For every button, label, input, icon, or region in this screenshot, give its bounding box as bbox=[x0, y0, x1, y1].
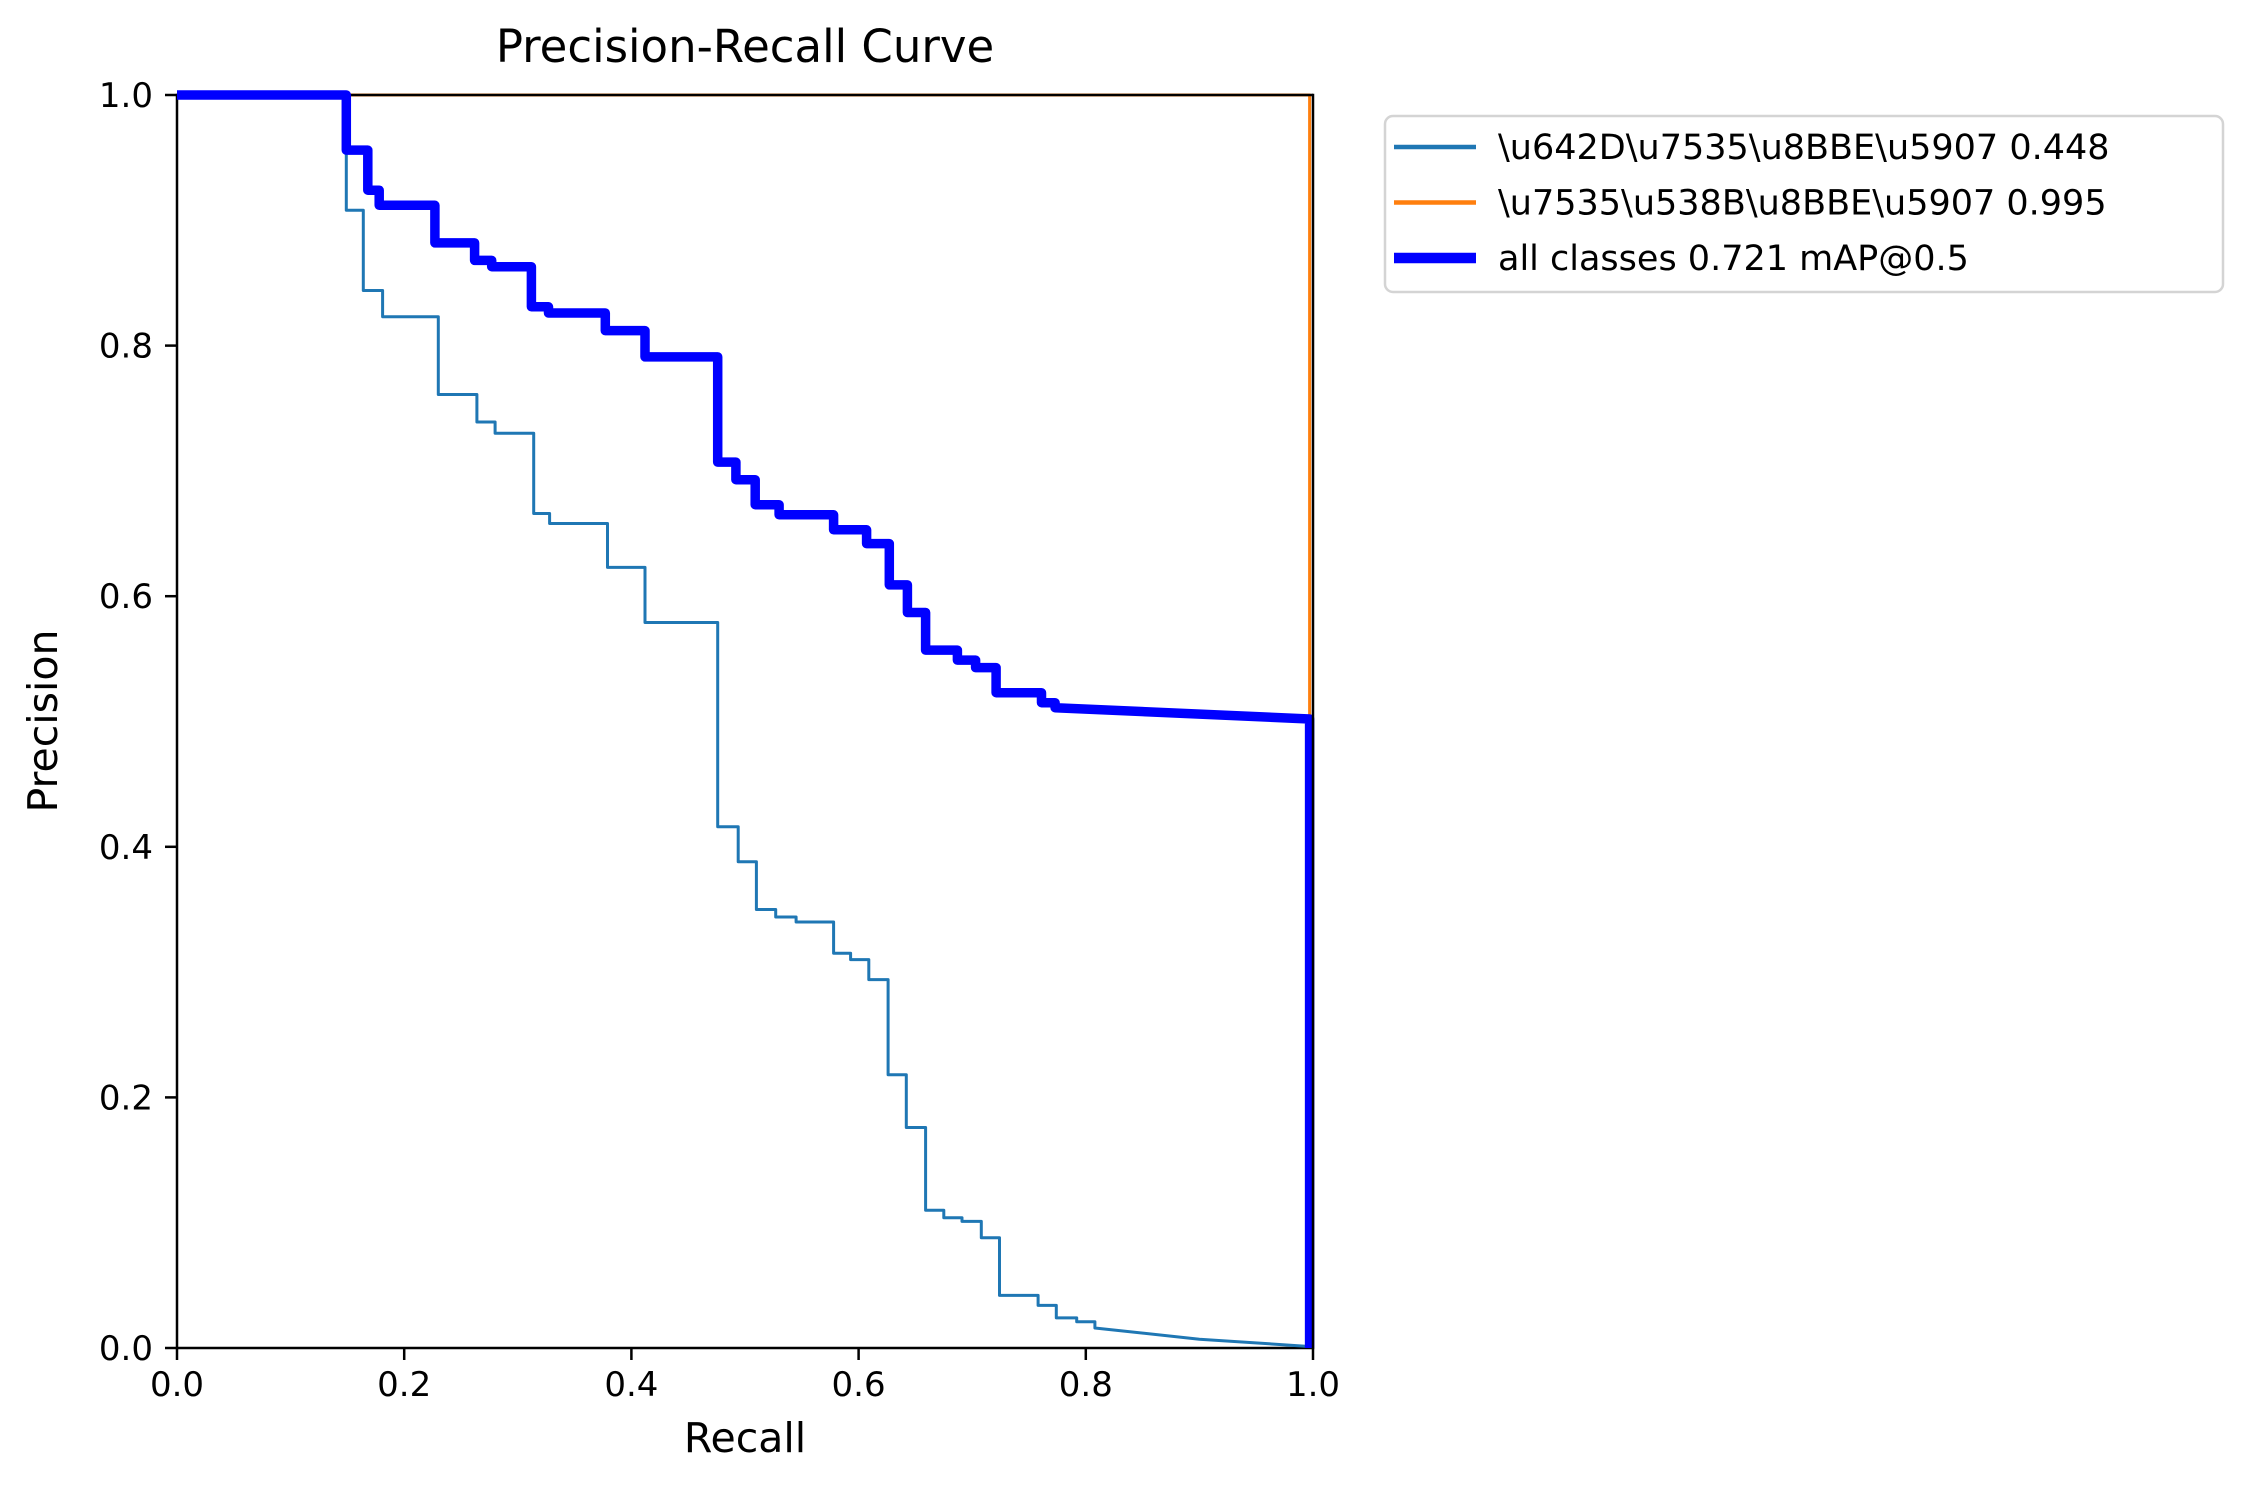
y-tick-label: 1.0 bbox=[99, 76, 153, 116]
legend-box bbox=[1383, 114, 2225, 294]
legend-label: \u642D\u7535\u8BBE\u5907 0.448 bbox=[1498, 128, 2110, 168]
x-tick-label: 0.6 bbox=[832, 1365, 886, 1405]
y-tick-label: 0.0 bbox=[99, 1329, 153, 1369]
legend-label: \u7535\u538B\u8BBE\u5907 0.995 bbox=[1498, 184, 2107, 224]
legend: \u642D\u7535\u8BBE\u5907 0.448 \u7535\u53… bbox=[1383, 114, 2225, 294]
curves-under-layer bbox=[177, 93, 1312, 1348]
x-tick-label: 0.8 bbox=[1059, 1365, 1113, 1405]
x-tick-label: 0.4 bbox=[604, 1365, 658, 1405]
x-tick-label: 1.0 bbox=[1286, 1365, 1340, 1405]
legend-label: all classes 0.721 mAP@0.5 bbox=[1498, 239, 1969, 279]
series-curve bbox=[177, 93, 1314, 1349]
y-tick-label: 0.4 bbox=[99, 828, 153, 868]
x-axis-label: Recall bbox=[684, 1414, 806, 1462]
x-tick-label: 0.0 bbox=[150, 1365, 204, 1405]
y-tick-label: 0.8 bbox=[99, 327, 153, 367]
series-curve bbox=[177, 90, 1315, 1348]
y-tick-label: 0.6 bbox=[99, 577, 153, 617]
y-tick-label: 0.2 bbox=[99, 1078, 153, 1118]
x-tick-label: 0.2 bbox=[377, 1365, 431, 1405]
y-axis-label: Precision bbox=[19, 630, 67, 813]
chart-title: Precision-Recall Curve bbox=[496, 20, 994, 73]
curves-layer bbox=[177, 90, 1315, 1349]
series-curve bbox=[177, 93, 1312, 1348]
axes-layer: 0.0 0.2 0.4 0.6 0.8 1.0 0.0 0.2 0.4 0.6 0.8 1.0 bbox=[99, 76, 1340, 1405]
